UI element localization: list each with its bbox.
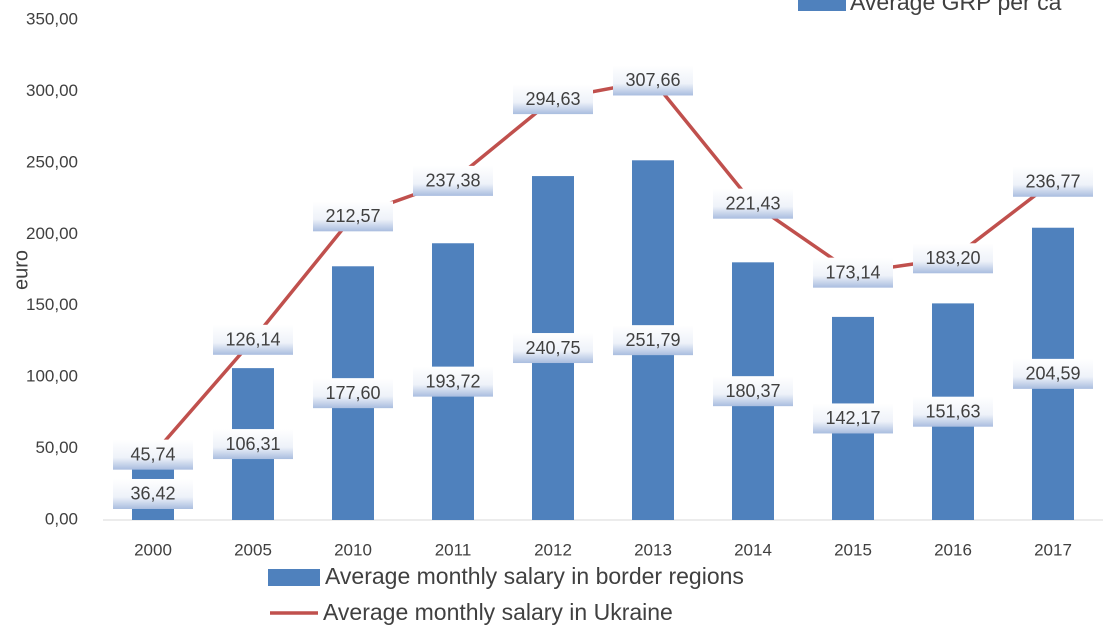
legend-label: Average GRP per ca: [850, 0, 1062, 15]
legend-swatch: [268, 569, 320, 586]
data-label: 212,57: [325, 206, 380, 226]
data-label-box: [613, 325, 693, 356]
data-label-box: [1013, 166, 1093, 197]
x-tick-label: 2015: [834, 540, 872, 559]
data-label: 180,37: [725, 381, 780, 401]
y-tick-label: 300,00: [26, 81, 78, 100]
data-label: 307,66: [625, 70, 680, 90]
data-label-box: [713, 188, 793, 219]
data-label: 183,20: [925, 248, 980, 268]
x-tick-label: 2011: [435, 540, 472, 559]
line: [151, 78, 1055, 456]
data-label: 106,31: [225, 434, 280, 454]
y-tick-label: 0,00: [45, 509, 78, 528]
data-label-box: [913, 243, 993, 274]
legend-swatch: [798, 0, 846, 11]
data-label-box: [913, 396, 993, 427]
y-tick-label: 100,00: [26, 367, 78, 386]
data-label-box: [813, 403, 893, 434]
data-label: 36,42: [130, 484, 175, 504]
x-tick-label: 2017: [1034, 540, 1072, 559]
data-label: 237,38: [425, 171, 480, 191]
y-tick-label: 350,00: [26, 9, 78, 28]
legend-label: Average monthly salary in border regions: [325, 563, 744, 589]
data-label-box: [413, 165, 493, 196]
data-label-box: [1013, 358, 1093, 389]
data-label-box: [313, 378, 393, 409]
y-tick-label: 50,00: [35, 438, 78, 457]
data-label: 126,14: [225, 330, 280, 350]
data-label: 251,79: [625, 330, 680, 350]
data-label-box: [213, 324, 293, 355]
data-label-box: [413, 366, 493, 397]
data-label: 240,75: [525, 338, 580, 358]
data-label-box: [113, 478, 193, 509]
data-label-box: [513, 84, 593, 115]
data-label: 236,77: [1025, 172, 1080, 192]
data-label-box: [113, 439, 193, 470]
y-tick-label: 150,00: [26, 295, 78, 314]
data-label-box: [513, 333, 593, 364]
x-tick-label: 2010: [334, 540, 372, 559]
data-label: 45,74: [130, 444, 175, 464]
y-tick-label: 250,00: [26, 152, 78, 171]
data-label-box: [813, 257, 893, 288]
data-label-box: [213, 429, 293, 460]
y-tick-label: 200,00: [26, 224, 78, 243]
data-label-box: [713, 376, 793, 407]
data-label: 173,14: [825, 262, 880, 282]
data-label-box: [613, 65, 693, 96]
data-label: 221,43: [725, 193, 780, 213]
x-tick-label: 2013: [634, 540, 672, 559]
x-tick-label: 2000: [134, 540, 172, 559]
x-tick-label: 2005: [234, 540, 272, 559]
data-label: 151,63: [925, 401, 980, 421]
x-tick-label: 2014: [734, 540, 772, 559]
y-axis-label: euro: [10, 250, 32, 290]
data-label-box: [313, 201, 393, 232]
legend-label: Average monthly salary in Ukraine: [323, 599, 673, 625]
x-tick-label: 2012: [534, 540, 572, 559]
data-label: 142,17: [825, 408, 880, 428]
data-label: 204,59: [1025, 364, 1080, 384]
data-label: 177,60: [325, 383, 380, 403]
x-tick-label: 2016: [934, 540, 972, 559]
data-label: 294,63: [525, 89, 580, 109]
data-label: 193,72: [425, 371, 480, 391]
